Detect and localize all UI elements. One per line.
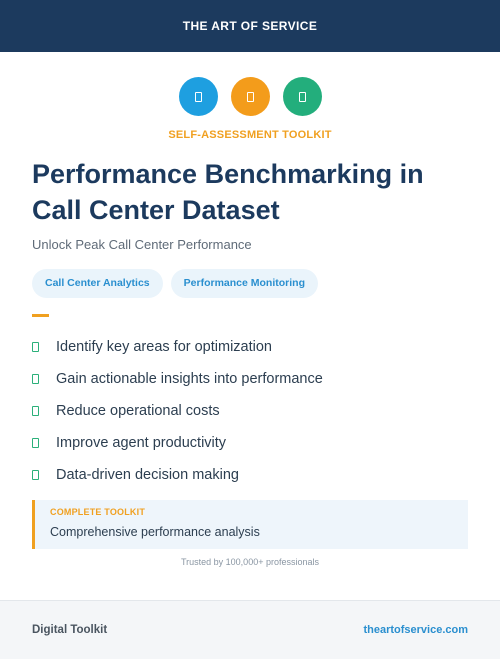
benefit-text: Improve agent productivity [56,435,227,451]
benefit-item: Reduce operational costs [32,395,323,427]
benefit-text: Gain actionable insights into performanc… [56,371,323,387]
tag-performance-monitoring: Performance Monitoring [170,269,319,298]
orange-document-icon [230,77,270,116]
check-icon [32,374,39,384]
toolkit-callout: COMPLETE TOOLKIT Comprehensive performan… [32,500,468,549]
benefit-text: Reduce operational costs [56,403,220,419]
icon-row [0,77,500,116]
trust-note: Trusted by 100,000+ professionals [180,557,319,567]
benefit-text: Data-driven decision making [56,467,239,483]
check-icon [32,406,39,416]
benefit-list: Identify key areas for optimization Gain… [32,331,323,491]
check-icon [32,470,39,480]
toolkit-kicker: SELF-ASSESSMENT TOOLKIT [168,129,332,141]
callout-text: Comprehensive performance analysis [50,525,260,539]
subtitle: Unlock Peak Call Center Performance [32,237,252,252]
top-banner: THE ART OF SERVICE [0,0,500,52]
blue-document-icon [178,77,218,116]
benefit-item: Identify key areas for optimization [32,331,323,363]
benefit-text: Identify key areas for optimization [56,339,272,355]
tag-list: Call Center Analytics Performance Monito… [32,269,319,298]
check-icon [32,438,39,448]
website-link[interactable]: theartofservice.com [363,624,468,636]
page-title: Performance Benchmarking in Call Center … [32,159,424,225]
footer-label: Digital Toolkit [32,624,108,636]
callout-kicker: COMPLETE TOOLKIT [50,507,146,517]
benefit-item: Gain actionable insights into performanc… [32,363,323,395]
benefit-item: Improve agent productivity [32,427,323,459]
accent-divider [32,314,49,317]
tag-call-center-analytics: Call Center Analytics [32,269,163,298]
green-document-icon [282,77,322,116]
benefit-item: Data-driven decision making [32,459,323,491]
footer: Digital Toolkit theartofservice.com [0,600,500,659]
check-icon [32,342,39,352]
brand-title: THE ART OF SERVICE [182,19,318,33]
